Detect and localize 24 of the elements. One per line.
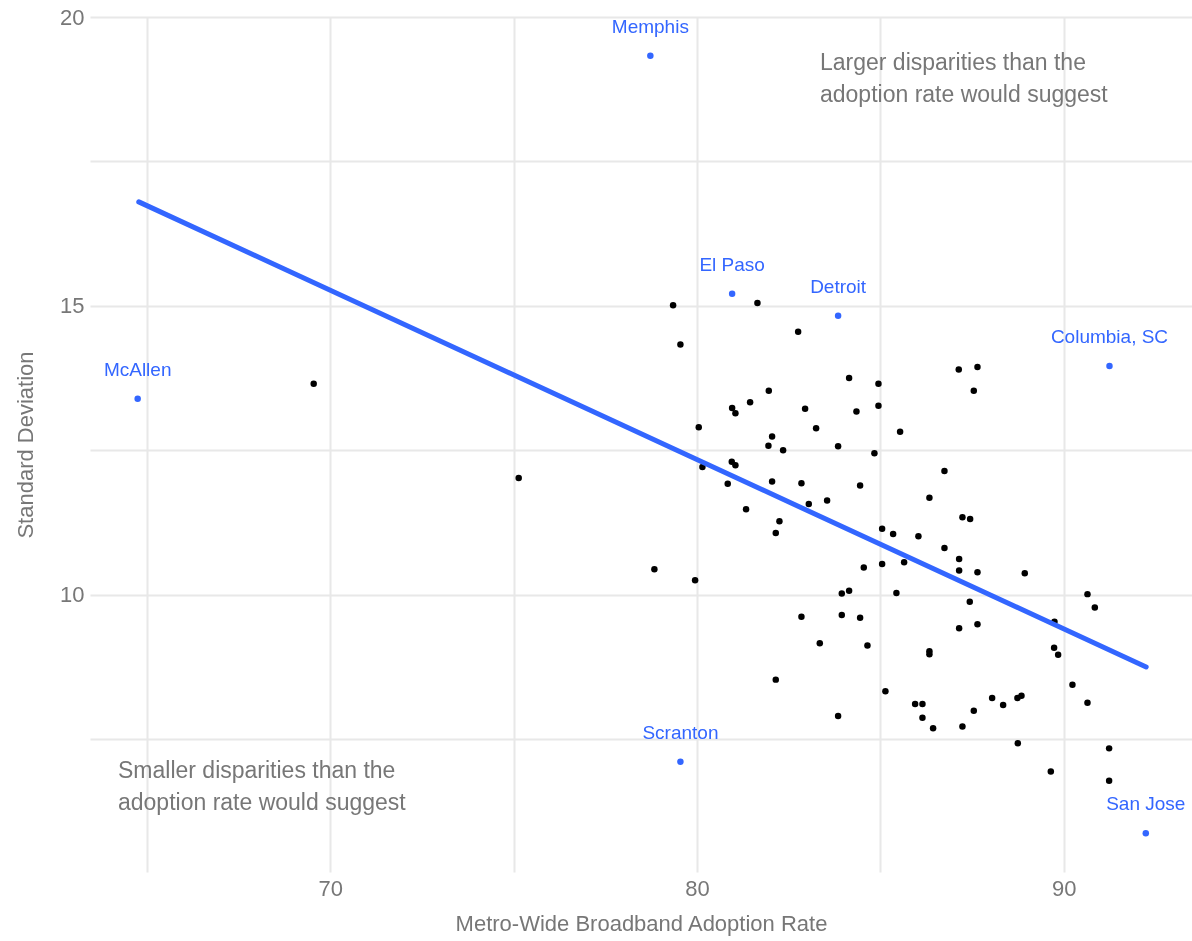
point: [1142, 830, 1150, 837]
annotation: Detroit: [810, 275, 867, 297]
annotation: El Paso: [699, 253, 765, 275]
annotation: San Jose: [1106, 793, 1186, 815]
annotation: Larger disparities than the adoption rate would suggest: [820, 49, 1109, 107]
annotation: Columbia, SC: [1050, 325, 1169, 347]
annotation: Scranton: [642, 721, 719, 743]
y-tick-label: 10: [60, 582, 85, 608]
x-axis-title: Metro-Wide Broadband Adoption Rate: [455, 910, 828, 936]
annotation: Memphis: [611, 15, 689, 37]
y-tick-label: 20: [60, 4, 85, 30]
annotation: McAllen: [103, 358, 172, 380]
point: [134, 395, 141, 403]
x-tick-label: 80: [685, 875, 710, 901]
point: [647, 52, 654, 59]
point: [728, 290, 736, 297]
y-tick-label: 15: [60, 293, 85, 319]
x-tick-label: 90: [1051, 875, 1077, 901]
point: [834, 312, 842, 319]
point: [677, 758, 684, 765]
point: [1106, 362, 1113, 370]
annotation: Smaller disparities than the adoption rate would suggest: [118, 757, 407, 815]
y-axis-title: Standard Deviation: [13, 351, 39, 539]
x-tick-label: 70: [318, 875, 343, 901]
